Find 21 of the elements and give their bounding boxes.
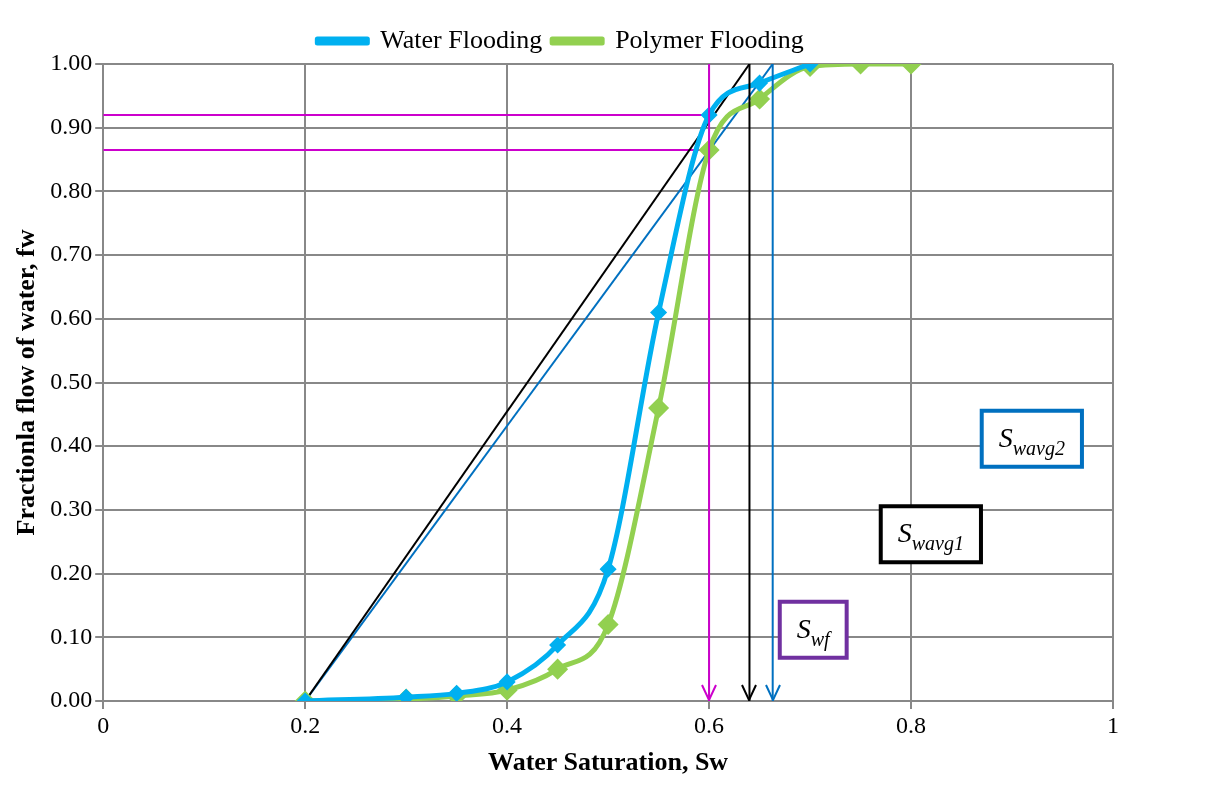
x-tick-label: 1 [1107, 711, 1119, 738]
y-tick-label: 0.30 [50, 495, 93, 522]
y-tick-label: 0.70 [50, 240, 93, 267]
x-tick-label: 0.8 [896, 711, 927, 738]
legend-label: Water Flooding [380, 24, 543, 54]
x-tick-label: 0.6 [694, 711, 725, 738]
legend-label: Polymer Flooding [615, 24, 804, 54]
x-tick-label: 0.4 [492, 711, 523, 738]
y-tick-label: 0.40 [50, 431, 93, 458]
y-tick-label: 0.90 [50, 113, 93, 139]
y-tick-label: 0.00 [50, 686, 93, 713]
x-axis-title: Water Saturation, Sw [488, 747, 729, 777]
x-tick-label: 0 [97, 711, 110, 738]
y-tick-label: 0.80 [50, 176, 93, 203]
y-axis-title: Fractionla flow of water, fw [11, 229, 41, 536]
y-tick-label: 0.20 [50, 558, 93, 585]
x-tick-label: 0.2 [290, 711, 321, 738]
y-tick-label: 0.60 [50, 304, 93, 331]
y-tick-label: 0.50 [50, 367, 93, 394]
y-tick-label: 0.10 [50, 622, 93, 649]
y-tick-label: 1.00 [50, 49, 93, 76]
